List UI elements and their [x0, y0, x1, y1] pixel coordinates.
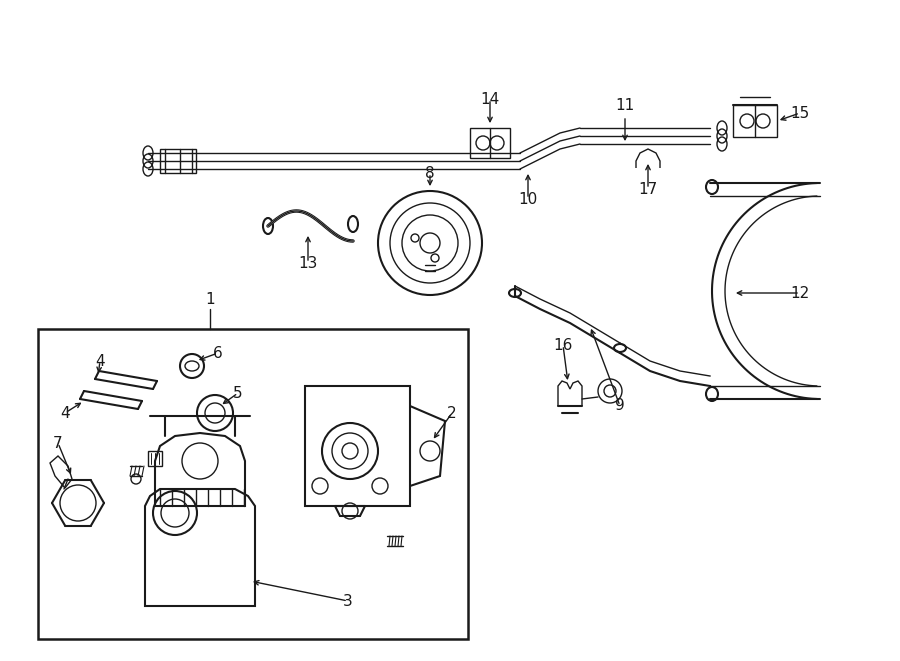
Text: 9: 9	[615, 399, 625, 414]
Bar	[160, 149, 196, 173]
Text: 6: 6	[213, 346, 223, 360]
Text: 2: 2	[447, 405, 457, 420]
Text: 16: 16	[554, 338, 572, 352]
Text: 12: 12	[790, 286, 810, 301]
Text: 4: 4	[95, 354, 104, 368]
Text: 4: 4	[60, 405, 70, 420]
Text: 1: 1	[205, 292, 215, 307]
Text: 3: 3	[343, 594, 353, 609]
Text: 15: 15	[790, 106, 810, 120]
Bar	[470, 128, 510, 158]
Text: 11: 11	[616, 98, 634, 112]
Text: 14: 14	[481, 91, 500, 106]
Text: 5: 5	[233, 385, 243, 401]
Bar	[733, 105, 777, 137]
Bar	[38, 329, 468, 639]
Text: 13: 13	[298, 256, 318, 270]
Text: 8: 8	[425, 165, 435, 180]
Text: 10: 10	[518, 192, 537, 206]
Text: 17: 17	[638, 182, 658, 196]
Text: 7: 7	[53, 436, 63, 451]
